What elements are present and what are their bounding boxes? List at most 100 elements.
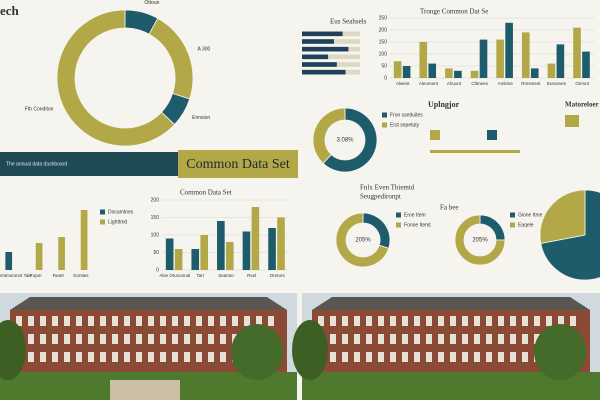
icon	[565, 115, 579, 127]
center-label: 205%	[355, 238, 371, 244]
window	[534, 316, 540, 326]
window	[196, 352, 202, 362]
y-tick-label: 150	[379, 39, 388, 45]
x-tick-label: Gnnties	[73, 273, 89, 278]
window	[40, 316, 46, 326]
window	[40, 352, 46, 362]
window	[52, 352, 58, 362]
window	[220, 352, 226, 362]
legend-swatch	[382, 112, 387, 118]
window	[136, 334, 142, 344]
bar	[402, 66, 411, 78]
legend-label: Erst sepetuty	[390, 122, 420, 128]
segment	[335, 212, 390, 268]
window	[100, 334, 106, 344]
bar	[217, 221, 225, 270]
segment-label: Ottoun	[144, 0, 159, 6]
window	[208, 316, 214, 326]
window	[148, 352, 154, 362]
y-tick-label: 50	[153, 250, 159, 256]
window	[64, 316, 70, 326]
window	[378, 316, 384, 326]
window	[342, 334, 348, 344]
x-tick-label: Eunorves	[547, 81, 567, 86]
tree	[292, 320, 328, 380]
window	[172, 352, 178, 362]
window	[414, 334, 420, 344]
window	[184, 352, 190, 362]
x-tick-label: Rmsment	[521, 81, 541, 86]
legend-swatch	[510, 222, 515, 228]
x-tick-label: Alnmtmonmnt Tale	[0, 273, 32, 278]
window	[64, 352, 70, 362]
x-tick-label: Seamto	[218, 273, 234, 278]
bar	[530, 68, 539, 78]
legend-label: Gione Itme	[518, 212, 543, 218]
legend-swatch	[396, 212, 401, 218]
window	[76, 316, 82, 326]
segment	[322, 107, 378, 173]
window	[52, 316, 58, 326]
bar	[191, 249, 200, 270]
window	[112, 316, 118, 326]
window	[402, 352, 408, 362]
window	[402, 334, 408, 344]
bar	[58, 237, 65, 270]
window	[76, 334, 82, 344]
window	[124, 334, 130, 344]
bar	[445, 68, 453, 78]
window	[342, 316, 348, 326]
divider	[430, 150, 520, 153]
y-tick-label: 150	[151, 215, 160, 221]
bar-track	[302, 54, 360, 60]
bar	[80, 210, 88, 270]
roof	[10, 297, 287, 310]
window	[244, 316, 250, 326]
center-label: 3.08%	[336, 138, 354, 144]
window	[184, 316, 190, 326]
bar	[573, 27, 581, 79]
bar	[496, 39, 504, 78]
legend-label: Eaqele	[518, 222, 534, 228]
segment-label: Ennsion	[192, 115, 210, 121]
window	[462, 352, 468, 362]
window	[474, 352, 480, 362]
icon	[430, 130, 440, 140]
window	[208, 352, 214, 362]
legend-swatch	[382, 122, 387, 128]
window	[136, 352, 142, 362]
legend-swatch	[100, 209, 105, 215]
window	[426, 334, 432, 344]
legend-label: Docamtnes	[108, 209, 134, 215]
x-tick-label: Tarr	[197, 273, 205, 278]
x-tick-label: Oretors	[270, 273, 286, 278]
window	[160, 334, 166, 344]
y-tick-label: 250	[379, 15, 388, 21]
window	[450, 316, 456, 326]
window	[438, 334, 444, 344]
bar	[479, 39, 488, 78]
window	[318, 316, 324, 326]
window	[208, 334, 214, 344]
path	[110, 380, 180, 400]
window	[88, 352, 94, 362]
window	[510, 316, 516, 326]
window	[220, 316, 226, 326]
window	[522, 352, 528, 362]
bar	[302, 54, 329, 60]
window	[148, 334, 154, 344]
bar	[200, 235, 209, 270]
x-tick-label: Alse Otunonnal	[159, 273, 190, 278]
y-tick-label: 100	[151, 232, 160, 238]
bar	[521, 32, 530, 78]
bar	[5, 252, 13, 270]
banner-title: Common Data Set	[186, 157, 290, 172]
window	[220, 334, 226, 344]
segment	[454, 214, 506, 266]
window	[546, 316, 552, 326]
chart-title: Eus Seahsels	[330, 18, 367, 26]
chart-subtitle: Seugpedironpt	[360, 193, 401, 201]
window	[100, 316, 106, 326]
bar	[393, 61, 402, 78]
